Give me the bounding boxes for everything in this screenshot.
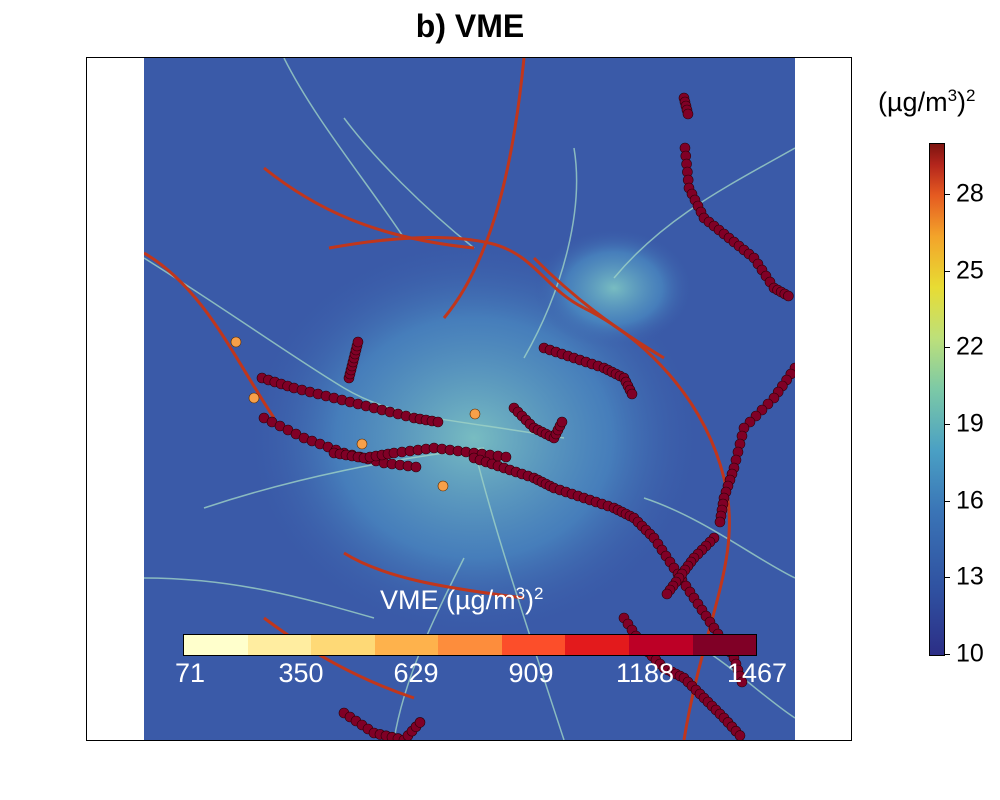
measurement-point <box>556 416 568 428</box>
colorbar-tick-label: 25 <box>956 256 984 285</box>
measurement-point <box>432 416 444 428</box>
colorbar-tick-mark <box>944 424 950 426</box>
concentration-map <box>144 58 795 740</box>
colorbar-tick-label: 13 <box>956 562 984 591</box>
measurement-point <box>714 516 726 528</box>
colorbar-tick-mark <box>944 654 950 655</box>
inset-legend-swatch <box>692 635 757 655</box>
inset-legend-swatch <box>628 635 693 655</box>
colorbar-tick-mark <box>944 194 950 196</box>
inset-legend-swatch <box>501 635 566 655</box>
inset-legend-tick: 1188 <box>615 658 675 688</box>
colorbar-tick-mark <box>944 347 950 349</box>
inset-legend-tick: 909 <box>508 658 554 688</box>
measurement-point-low <box>230 336 242 348</box>
measurement-point <box>783 290 794 302</box>
inset-legend-tick: 1467 <box>726 658 788 688</box>
measurement-point <box>410 461 422 473</box>
colorbar-tick-label: 10 <box>956 639 984 668</box>
inset-legend-swatch <box>184 635 248 655</box>
colorbar-unit: (µg/m3)2 <box>878 86 976 117</box>
measurement-point-low <box>356 438 368 450</box>
measurement-point-low <box>248 392 260 404</box>
measurement-point <box>626 388 638 400</box>
colorbar-tick-label: 22 <box>956 332 984 361</box>
inset-legend-swatch <box>438 635 502 655</box>
colorbar <box>929 143 945 656</box>
inset-legend-title: VME (µg/m3)2 <box>380 584 544 615</box>
colorbar-tick-label: 16 <box>956 486 984 515</box>
measurement-point <box>352 336 364 348</box>
inset-legend-swatch <box>374 635 439 655</box>
measurement-point <box>500 451 512 463</box>
colorbar-tick-mark <box>944 577 950 579</box>
map-frame <box>86 57 852 741</box>
inset-legend-swatch <box>565 635 629 655</box>
measurement-point <box>414 717 426 728</box>
colorbar-tick-mark <box>944 500 950 502</box>
colorbar-tick-label: 19 <box>956 409 984 438</box>
inset-legend-bar <box>183 634 757 656</box>
inset-legend-swatch <box>247 635 312 655</box>
inset-legend-swatch <box>311 635 375 655</box>
inset-legend-tick: 629 <box>393 658 439 688</box>
urban-glow-ne <box>534 228 694 348</box>
measurement-point <box>682 108 694 120</box>
map-svg <box>144 58 795 740</box>
figure-title: b) VME <box>415 8 525 44</box>
measurement-point-low <box>469 408 481 420</box>
inset-legend-tick: 71 <box>174 658 206 688</box>
colorbar-tick-label: 28 <box>956 179 984 208</box>
measurement-point <box>661 588 673 600</box>
measurement-point <box>734 730 746 740</box>
measurement-point-low <box>437 480 449 492</box>
colorbar-tick-mark <box>944 270 950 272</box>
minor-roads <box>144 58 795 740</box>
measurement-point <box>736 676 748 688</box>
inset-legend-tick: 350 <box>278 658 324 688</box>
